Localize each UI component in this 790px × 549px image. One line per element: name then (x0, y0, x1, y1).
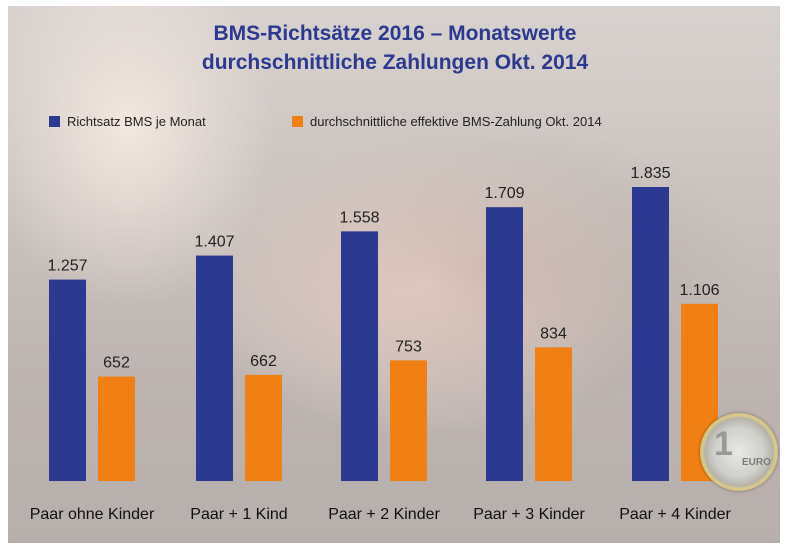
legend-swatch-blue (49, 115, 60, 127)
category-label-3: Paar + 2 Kinder (328, 506, 440, 523)
legend-label-series-2: durchschnittliche effektive BMS-Zahlung … (310, 113, 602, 129)
legend-item-series-1: Richtsatz BMS je Monat (49, 111, 206, 131)
data-label-series-1-5: 1.835 (630, 165, 670, 182)
category-label-5: Paar + 4 Kinder (619, 506, 731, 523)
bar-series-2-2 (245, 374, 282, 481)
category-label-2: Paar + 1 Kind (190, 506, 287, 523)
bar-series-1-2 (196, 255, 233, 481)
data-label-series-2-5: 1.106 (679, 282, 719, 299)
legend-swatch-orange (292, 115, 303, 127)
chart-subtitle: durchschnittliche Zahlungen Okt. 2014 (201, 51, 589, 74)
coin-text: EURO (742, 457, 771, 468)
coin-digit: 1 (714, 425, 733, 463)
data-label-series-2-3: 753 (395, 338, 422, 355)
category-label-4: Paar + 3 Kinder (473, 506, 585, 523)
bar-series-1-1 (49, 279, 86, 481)
bar-series-1-3 (341, 231, 378, 481)
bar-series-1-5 (632, 187, 669, 481)
data-label-series-1-2: 1.407 (194, 234, 234, 251)
bar-series-2-3 (390, 360, 427, 481)
data-label-series-1-4: 1.709 (484, 185, 524, 202)
chart-title: BMS-Richtsätze 2016 – Monatswerte (213, 22, 577, 45)
bar-series-2-1 (98, 376, 135, 481)
euro-coin-icon: 1 EURO (700, 413, 778, 491)
data-label-series-1-1: 1.257 (47, 258, 87, 275)
data-label-series-2-4: 834 (540, 325, 567, 342)
category-label-1: Paar ohne Kinder (30, 506, 155, 523)
legend-label-series-1: Richtsatz BMS je Monat (67, 113, 206, 129)
data-label-series-1-3: 1.558 (339, 209, 379, 226)
bar-series-2-4 (535, 347, 572, 481)
data-label-series-2-2: 662 (250, 353, 277, 370)
legend-item-series-2: durchschnittliche effektive BMS-Zahlung … (292, 111, 602, 131)
data-label-series-2-1: 652 (103, 355, 130, 372)
bar-series-1-4 (486, 207, 523, 481)
